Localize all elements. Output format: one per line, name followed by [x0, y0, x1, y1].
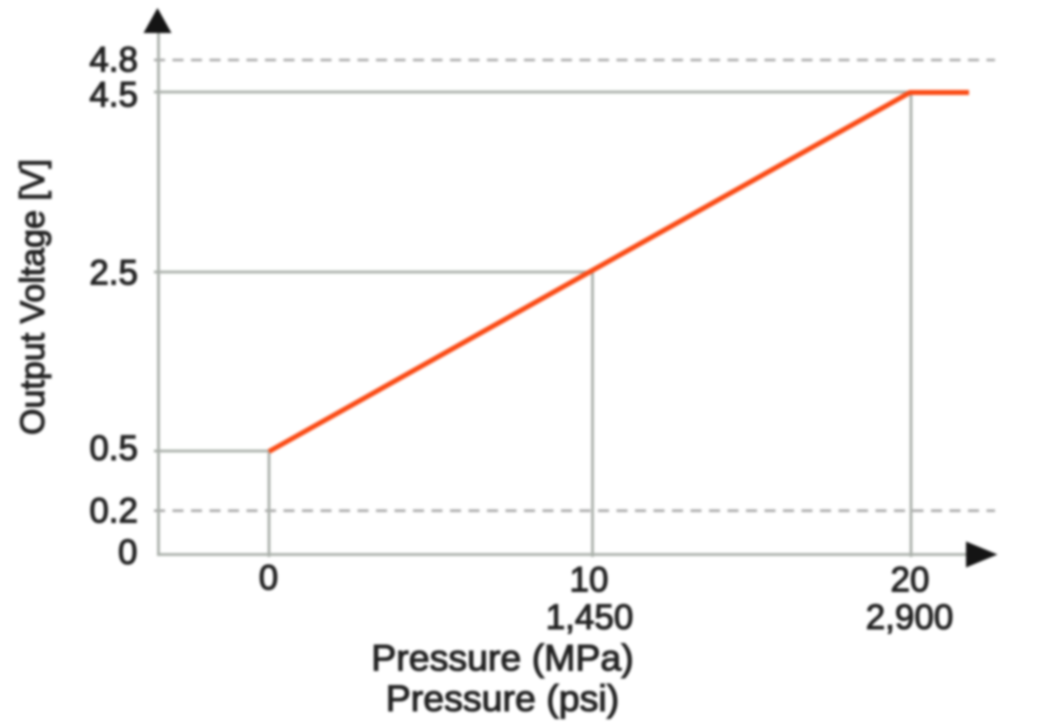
svg-text:0.2: 0.2: [89, 492, 138, 531]
svg-text:Pressure (MPa): Pressure (MPa): [371, 637, 634, 679]
svg-text:0.5: 0.5: [89, 429, 138, 468]
svg-text:4.8: 4.8: [89, 41, 138, 80]
svg-text:0: 0: [118, 533, 137, 572]
svg-text:4.5: 4.5: [89, 76, 138, 115]
svg-text:10: 10: [570, 561, 609, 600]
svg-text:0: 0: [259, 559, 278, 598]
svg-text:2.5: 2.5: [89, 254, 138, 293]
svg-text:1,450: 1,450: [546, 598, 634, 637]
svg-text:2,900: 2,900: [866, 598, 954, 637]
svg-text:Pressure (psi): Pressure (psi): [386, 677, 619, 719]
svg-text:20: 20: [891, 561, 930, 600]
svg-text:Output Voltage [V]: Output Voltage [V]: [14, 159, 52, 435]
